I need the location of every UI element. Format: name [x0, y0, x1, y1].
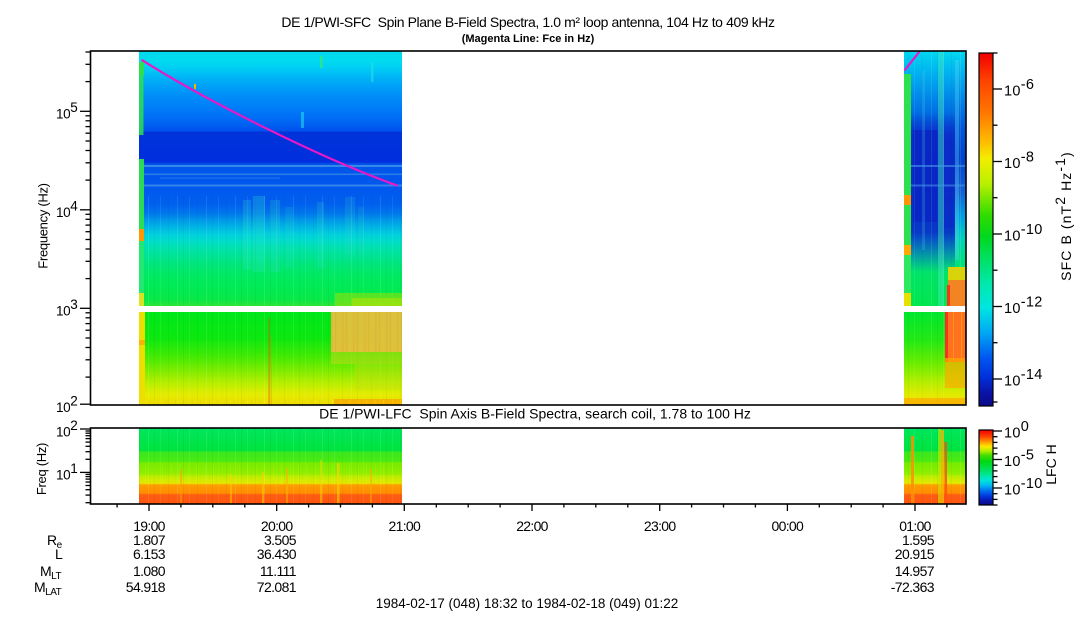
svg-text:00:00: 00:00	[772, 518, 804, 534]
svg-text:14.957: 14.957	[895, 563, 935, 579]
svg-text:(Magenta Line: Fce in Hz): (Magenta Line: Fce in Hz)	[462, 33, 595, 45]
svg-text:DE 1/PWI-LFC Spin Axis B-Fiel: DE 1/PWI-LFC Spin Axis B-Field Spectra, …	[319, 406, 751, 422]
svg-text:3.505: 3.505	[264, 532, 297, 548]
svg-text:36.430: 36.430	[257, 546, 297, 562]
svg-text:LFC H: LFC H	[1043, 444, 1059, 484]
svg-text:DE 1/PWI-SFC Spin Plane B-Fie: DE 1/PWI-SFC Spin Plane B-Field Spectra,…	[281, 14, 775, 30]
svg-text:22:00: 22:00	[516, 518, 548, 534]
svg-text:Frequency (Hz): Frequency (Hz)	[36, 183, 51, 268]
svg-text:19:00: 19:00	[133, 518, 165, 534]
svg-text:54.918: 54.918	[126, 579, 166, 595]
svg-text:1.595: 1.595	[902, 532, 935, 548]
svg-text:L: L	[55, 546, 63, 562]
svg-text:-72.363: -72.363	[891, 579, 935, 595]
svg-text:72.081: 72.081	[257, 579, 297, 595]
svg-text:23:00: 23:00	[644, 518, 676, 534]
svg-text:Freq (Hz): Freq (Hz)	[34, 443, 49, 495]
svg-text:1.080: 1.080	[133, 563, 166, 579]
svg-text:1.807: 1.807	[133, 532, 166, 548]
svg-text:1984-02-17 (048) 18:32 to 1984: 1984-02-17 (048) 18:32 to 1984-02-18 (04…	[376, 596, 678, 611]
svg-text:SFC B (nT2 Hz-1): SFC B (nT2 Hz-1)	[1052, 151, 1074, 281]
svg-text:6.153: 6.153	[133, 546, 166, 562]
svg-text:11.111: 11.111	[260, 563, 297, 579]
svg-text:20.915: 20.915	[895, 546, 935, 562]
svg-text:20:00: 20:00	[261, 518, 293, 534]
svg-text:01:00: 01:00	[899, 518, 931, 534]
svg-text:21:00: 21:00	[389, 518, 421, 534]
